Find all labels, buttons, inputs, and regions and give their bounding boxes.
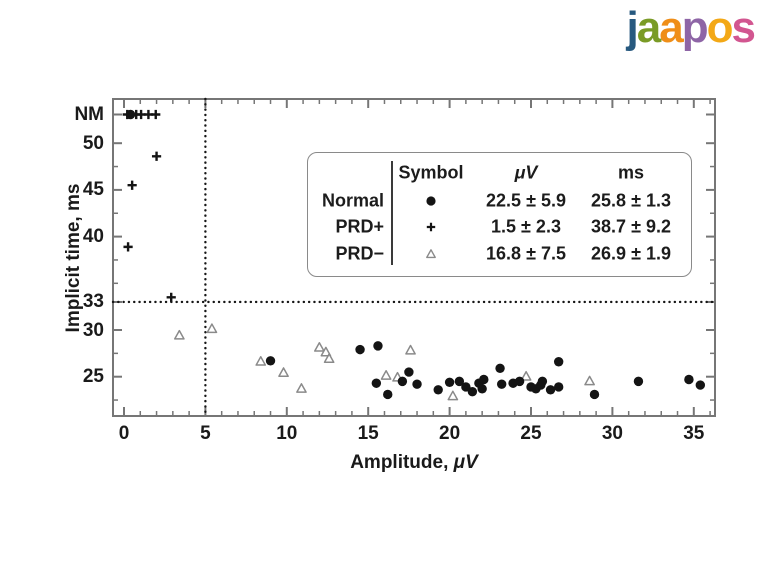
prd-plus-point (151, 109, 161, 120)
logo-letter: a (659, 3, 684, 52)
x-axis-title: Amplitude, μV (350, 452, 478, 474)
prd-minus-point (405, 344, 416, 355)
y-tick-label: 30 (82, 319, 104, 341)
x-tick-label: 20 (439, 423, 461, 444)
y-tick-label: 25 (82, 366, 104, 388)
y-tick-label: NM (74, 104, 104, 125)
x-tick-label: 35 (683, 423, 705, 444)
normal-point (265, 356, 276, 366)
prd-plus-point (151, 151, 162, 161)
legend-row-label-prd-plus: PRD+ (335, 216, 384, 237)
filled-circle-icon (425, 195, 437, 207)
normal-point (373, 341, 383, 351)
normal-point (553, 382, 564, 392)
normal-point (477, 384, 487, 394)
legend-row-label-normal: Normal (321, 190, 384, 211)
legend-normal-ms: 25.8 ± 1.3 (591, 190, 671, 211)
x-tick-label: 25 (520, 423, 542, 444)
logo-letter: s (731, 3, 757, 52)
x-tick-label: 15 (357, 423, 379, 444)
prd-plus-point (122, 109, 132, 120)
x-tick-label: 30 (601, 423, 623, 444)
prd-minus-point (296, 383, 307, 393)
y-tick-label: 40 (82, 226, 104, 248)
prd-minus-point (255, 356, 267, 366)
normal-point (589, 389, 600, 400)
y-tick-label: 33 (82, 291, 104, 313)
y-tick-label: 45 (82, 179, 104, 201)
legend-prd-minus-uv: 16.8 ± 7.5 (486, 243, 566, 264)
normal-point (397, 376, 408, 387)
x-tick-label: 0 (118, 423, 130, 444)
plus-marker-icon (425, 221, 437, 233)
logo-letter: p (681, 3, 709, 52)
normal-point (537, 376, 548, 387)
prd-minus-point (314, 341, 325, 352)
logo-letter: j (626, 3, 639, 52)
y-axis-title: Implicit time, ms (63, 183, 84, 333)
prd-minus-point (520, 370, 532, 381)
normal-point (433, 385, 443, 395)
prd-plus-point (123, 242, 133, 252)
prd-minus-point (584, 375, 595, 386)
normal-point (454, 376, 465, 387)
normal-point (412, 379, 422, 389)
normal-point (545, 385, 556, 395)
x-axis-title-text: Amplitude, (350, 452, 454, 473)
legend-box: Symbol μV ms Normal 22.5 ± 5.9 25.8 ± 1.… (307, 152, 692, 277)
prd-minus-point (278, 367, 289, 378)
normal-point (684, 374, 694, 385)
logo-letter: o (706, 3, 734, 52)
normal-point (514, 376, 525, 387)
legend-header-uv: μV (514, 162, 538, 183)
normal-point (461, 382, 471, 392)
x-tick-label: 10 (276, 423, 298, 444)
prd-minus-point (174, 329, 185, 340)
normal-point (496, 379, 507, 389)
normal-point (553, 357, 564, 367)
legend-prd-minus-ms: 26.9 ± 1.9 (591, 243, 671, 264)
normal-point (495, 363, 505, 373)
normal-point (355, 344, 365, 355)
prd-minus-point (320, 346, 332, 357)
prd-minus-point (206, 323, 218, 334)
plot-frame (112, 98, 716, 417)
legend-normal-uv: 22.5 ± 5.9 (486, 190, 566, 211)
legend-divider (391, 161, 393, 265)
normal-point (479, 374, 489, 385)
prd-plus-point (166, 292, 176, 302)
open-triangle-icon (425, 248, 437, 260)
normal-point (444, 377, 455, 388)
legend-header-ms: ms (617, 162, 645, 183)
legend-prd-plus-uv: 1.5 ± 2.3 (491, 216, 561, 237)
normal-point (633, 376, 644, 387)
normal-point (371, 378, 382, 388)
legend-prd-plus-ms: 38.7 ± 9.2 (591, 216, 671, 237)
y-tick-label: 50 (82, 132, 104, 154)
normal-point (467, 386, 478, 397)
legend-row-label-prd-minus: PRD− (335, 243, 384, 264)
prd-minus-point (323, 353, 335, 364)
normal-point (383, 389, 393, 400)
prd-plus-point (127, 180, 137, 190)
x-axis-title-unit: μV (453, 452, 478, 473)
normal-point (404, 367, 414, 377)
jaapos-logo: jaapos (626, 3, 757, 52)
normal-point (695, 380, 706, 390)
x-tick-label: 5 (200, 423, 211, 444)
legend-header-symbol: Symbol (398, 162, 464, 183)
logo-letter: a (636, 3, 662, 52)
prd-minus-point (447, 390, 459, 401)
prd-minus-point (380, 370, 392, 380)
